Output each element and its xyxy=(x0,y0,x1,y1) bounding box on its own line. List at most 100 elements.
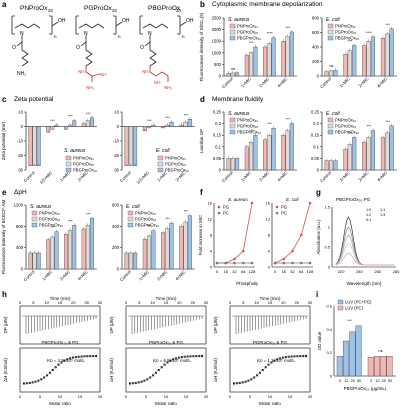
significance-label: *** xyxy=(348,40,353,44)
significance-label: *** xyxy=(165,116,170,120)
bar xyxy=(54,124,59,127)
bar xyxy=(362,141,367,171)
side-chain xyxy=(21,49,29,67)
significance-label: **** xyxy=(366,31,372,35)
legend-swatch xyxy=(65,167,72,173)
time-tick-label: 0 xyxy=(19,300,22,305)
significance-label: *** xyxy=(267,122,272,126)
legend-entry: PBGProOx₂₀ xyxy=(73,168,97,173)
x-tick-label: 128 xyxy=(307,269,314,274)
legend-swatch xyxy=(327,123,334,129)
oxygen-atom: O xyxy=(76,45,80,51)
y-tick-label: 4 xyxy=(268,249,271,254)
bar xyxy=(68,124,73,127)
bracket-left xyxy=(11,15,15,35)
y-tick-label: 8 xyxy=(268,233,271,238)
chart-title: E. coli xyxy=(156,148,171,154)
category-label: 12 xyxy=(375,379,379,383)
end-bond xyxy=(179,21,187,27)
bar xyxy=(32,126,37,166)
bar xyxy=(249,141,254,171)
x-tick-label: 260 xyxy=(374,269,381,274)
compound-subscript: 20 xyxy=(176,8,182,13)
molar-tick-label: 0 xyxy=(19,394,22,399)
bar xyxy=(324,71,329,77)
itc-fit-line xyxy=(233,355,307,384)
significance-label: *** xyxy=(50,119,55,123)
bar xyxy=(362,45,367,77)
itc-data-point xyxy=(23,382,25,385)
y-axis-label: Fluorescence intensity of DiSC₃(5) xyxy=(199,12,204,81)
compound-name: PGProOx xyxy=(84,5,113,12)
bar xyxy=(85,120,90,127)
legend-entry: PNProOx₂₀ xyxy=(135,211,156,216)
molar-tick-label: 15 xyxy=(78,394,83,399)
time-tick-label: 20 xyxy=(177,300,182,305)
chart-h-itc-2: 0 5 10 15 20 25 30 Time (min) 0 5 10 15 20 Molar rati… xyxy=(109,296,209,406)
guanidine-nh: NH xyxy=(78,69,85,74)
bar xyxy=(343,340,350,377)
category-label: Control xyxy=(221,170,234,183)
data-point xyxy=(291,249,294,253)
y-tick-label: 1 xyxy=(328,225,331,230)
bar xyxy=(28,126,33,166)
y-tick-label: 1200 xyxy=(14,203,24,208)
category-label: Control xyxy=(319,170,332,183)
bar xyxy=(389,28,394,77)
data-point xyxy=(233,257,236,261)
time-tick-label: 25 xyxy=(294,300,299,305)
bar xyxy=(147,235,152,270)
bar xyxy=(267,43,272,77)
data-point xyxy=(233,261,236,265)
bar xyxy=(169,222,174,270)
guanidine-nh2: NH₂ xyxy=(86,85,94,90)
bar xyxy=(289,123,294,171)
bar xyxy=(179,226,184,270)
bar xyxy=(142,126,147,132)
time-tick-label: 25 xyxy=(190,300,195,305)
carbonyl-bond xyxy=(80,35,87,50)
itc-fit-line xyxy=(23,355,97,384)
legend-entry: PNProOx₂₀ xyxy=(165,156,186,161)
legend-entry: PGProOx₂₀ xyxy=(135,217,157,222)
category-label: 4×MIC xyxy=(276,76,288,88)
itc-kd-label: Kᴅ = 1.1×10⁵ mol/L xyxy=(257,358,295,363)
itc-sample-label: PGProOx₂₀ & PG xyxy=(253,340,288,345)
bar xyxy=(347,50,352,77)
category-label: 1/2×MIC xyxy=(135,170,150,185)
y-tick-label: 8 xyxy=(210,233,213,238)
significance-label: *** xyxy=(86,112,91,116)
bar xyxy=(271,128,276,171)
bar xyxy=(352,45,357,77)
bar xyxy=(386,355,393,377)
bar xyxy=(142,238,147,270)
legend-entry: 0:1 xyxy=(366,218,371,222)
biguanide-group xyxy=(149,66,169,82)
bar xyxy=(128,126,133,166)
category-label: 4×MIC xyxy=(376,76,388,88)
bar xyxy=(169,121,174,127)
x-axis-label: Wavelength (nm) xyxy=(347,281,382,286)
hydroxyl-label: OH xyxy=(122,18,130,24)
bar xyxy=(28,252,33,270)
y-tick-label: 0 xyxy=(317,74,320,79)
legend-entry: PNProOx₂₀ xyxy=(335,118,356,123)
legend-entry: 1:2 xyxy=(366,213,371,217)
category-label: 1×MIC xyxy=(240,76,252,88)
y-axis-label-bottom: ΔH (KJ/mol) xyxy=(3,358,8,382)
y-tick-label: 10 xyxy=(114,110,119,115)
molar-tick-label: 10 xyxy=(164,394,169,399)
repeat-unit-label: n xyxy=(54,34,57,39)
y-tick-label: 0 xyxy=(210,265,213,270)
time-tick-label: 20 xyxy=(71,300,76,305)
bracket-right xyxy=(113,15,117,35)
legend-entry: PNProOx₂₀ xyxy=(237,24,258,29)
time-tick-label: 5 xyxy=(242,300,245,305)
panel-label-i: i xyxy=(316,290,319,299)
y-axis-label: Zeta potential (mV) xyxy=(1,121,6,160)
y-tick-label: 800 xyxy=(16,224,24,229)
legend-swatch xyxy=(127,222,134,228)
bracket-left xyxy=(75,15,79,35)
bar xyxy=(72,120,77,127)
side-chain xyxy=(85,49,93,67)
